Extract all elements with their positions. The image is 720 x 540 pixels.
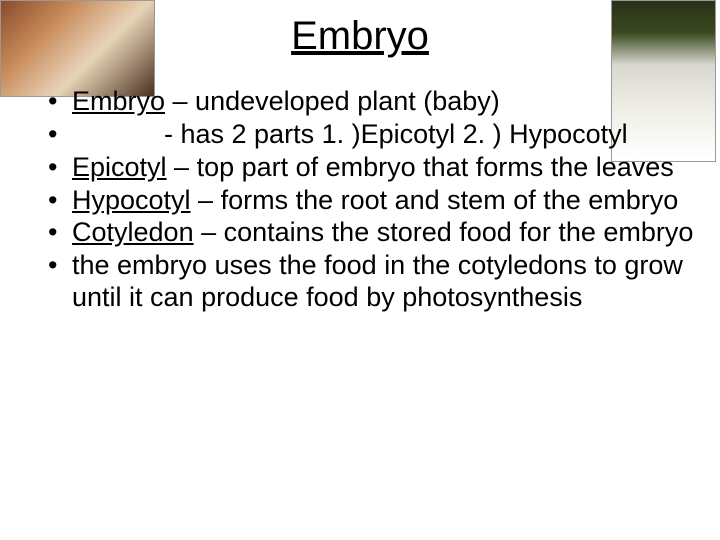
definition-text: – contains the stored food for the embry…	[194, 217, 694, 247]
bullet-item: Epicotyl – top part of embryo that forms…	[20, 152, 700, 184]
term: Epicotyl	[72, 152, 167, 182]
term: Hypocotyl	[72, 185, 191, 215]
slide-title: Embryo	[0, 14, 720, 59]
definition-text: – undeveloped plant (baby)	[165, 86, 500, 116]
bullet-item: Hypocotyl – forms the root and stem of t…	[20, 185, 700, 217]
slide-body: Embryo – undeveloped plant (baby) - has …	[20, 86, 700, 315]
bullet-item: Embryo – undeveloped plant (baby)	[20, 86, 700, 118]
bullet-item: - has 2 parts 1. )Epicotyl 2. ) Hypocoty…	[20, 119, 700, 151]
sub-text: - has 2 parts 1. )Epicotyl 2. ) Hypocoty…	[72, 119, 628, 151]
bullet-item: the embryo uses the food in the cotyledo…	[20, 250, 700, 314]
definition-text: – forms the root and stem of the embryo	[191, 185, 679, 215]
bullet-item: Cotyledon – contains the stored food for…	[20, 217, 700, 249]
term: Embryo	[72, 86, 165, 116]
term: Cotyledon	[72, 217, 194, 247]
definition-text: – top part of embryo that forms the leav…	[167, 152, 674, 182]
bullet-list: Embryo – undeveloped plant (baby) - has …	[20, 86, 700, 314]
plain-text: the embryo uses the food in the cotyledo…	[72, 250, 683, 312]
